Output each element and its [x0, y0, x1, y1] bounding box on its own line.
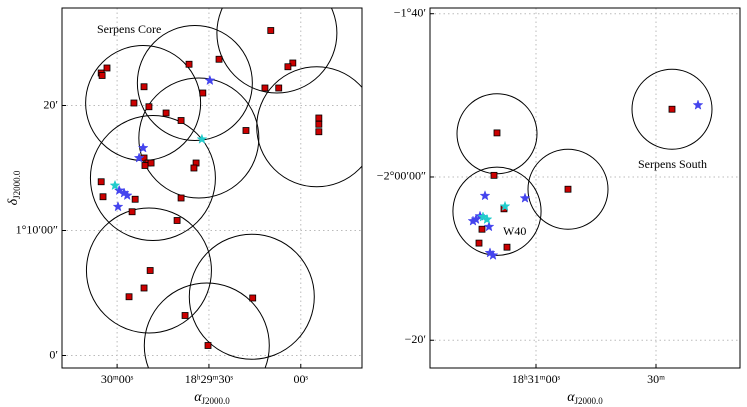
x-axis-label-sub: J2000.0: [202, 396, 231, 406]
point: [261, 84, 269, 92]
x-tick-label: 30ᵐ00ˢ: [101, 372, 134, 386]
point: [130, 99, 138, 107]
field-circle: [136, 25, 253, 141]
point: [692, 99, 704, 110]
point: [490, 171, 498, 179]
point: [249, 294, 257, 302]
point: [483, 221, 495, 232]
point: [315, 114, 323, 122]
point: [121, 189, 133, 201]
point: [564, 185, 572, 193]
point: [125, 293, 133, 301]
point: [199, 89, 207, 97]
point: [267, 27, 275, 34]
y-tick-label: −2°00′00″: [377, 169, 426, 183]
field-circle: [452, 166, 542, 256]
point: [145, 103, 153, 111]
point: [284, 63, 292, 71]
point: [141, 162, 149, 169]
field-circle: [138, 77, 260, 199]
point: [97, 178, 105, 186]
frame: [61, 7, 363, 369]
point: [475, 239, 483, 247]
point: [185, 60, 193, 68]
x-tick-label: 30ᵐ: [647, 372, 665, 386]
panel: 18ʰ31ᵐ00ˢ 30ᵐ −1°40′ −2°00′00″ −20′ Serpens S…: [377, 5, 741, 406]
point: [487, 249, 499, 260]
field-circle: [188, 233, 315, 360]
x-tick-label: 18ʰ31ᵐ00ˢ: [512, 372, 561, 386]
field-circle: [631, 68, 713, 150]
point: [315, 128, 323, 136]
point: [493, 129, 501, 137]
point: [499, 200, 511, 211]
field-circle: [89, 115, 216, 241]
point: [146, 267, 154, 274]
annotation: W40: [503, 224, 526, 238]
annotation: Serpens Core: [97, 22, 161, 36]
point: [98, 72, 106, 79]
point: [112, 201, 124, 212]
x-axis-label: αJ2000.0: [567, 390, 603, 406]
point: [113, 184, 125, 196]
point: [315, 120, 323, 128]
point: [133, 152, 145, 163]
y-tick-label: −1°40′: [394, 5, 427, 19]
point: [196, 133, 208, 144]
point: [131, 195, 139, 203]
y-axis-label-sub: J2000.0: [12, 170, 22, 199]
point: [519, 192, 531, 203]
field-circle: [256, 66, 362, 188]
point: [668, 105, 676, 113]
y-tick-label: 20′: [43, 97, 58, 111]
x-axis-label: αJ2000.0: [194, 390, 230, 406]
point: [242, 127, 250, 134]
point: [204, 74, 216, 86]
point: [162, 109, 170, 117]
point: [204, 342, 212, 349]
point: [289, 59, 297, 67]
point: [109, 179, 121, 191]
point: [140, 83, 148, 91]
y-tick-label: 0′: [49, 347, 58, 361]
y-axis-label: δJ2000.0: [6, 170, 22, 205]
point: [215, 55, 223, 63]
point: [103, 64, 111, 72]
panel: 30ᵐ00ˢ 18ʰ29ᵐ30ˢ 00ˢ 0′ 1°10′00″ 20′ Serpens C…: [6, 7, 363, 406]
x-axis-label-sub: J2000.0: [575, 396, 604, 406]
field-circle: [527, 148, 609, 230]
point: [173, 217, 181, 224]
frame: [429, 7, 741, 369]
point: [190, 164, 198, 172]
point: [140, 284, 148, 292]
y-axis-label-main: δ: [6, 198, 21, 205]
x-axis-label-main: α: [567, 390, 575, 405]
point: [467, 215, 479, 226]
point: [479, 190, 491, 201]
field-circle: [143, 282, 270, 368]
x-axis-label-main: α: [194, 390, 202, 405]
point: [181, 312, 189, 319]
x-tick-label: 00ˢ: [293, 372, 308, 386]
point: [481, 213, 493, 225]
annotation: Serpens South: [638, 157, 707, 171]
fields: [85, 8, 362, 368]
field-circle: [216, 8, 338, 94]
point: [137, 142, 149, 153]
point: [177, 194, 185, 202]
point: [99, 193, 107, 201]
point: [177, 117, 185, 124]
point: [478, 225, 486, 233]
field-circle: [85, 207, 212, 334]
point: [275, 84, 283, 92]
point: [147, 159, 155, 167]
x-tick-label: 18ʰ29ᵐ30ˢ: [185, 372, 234, 386]
y-tick-label: −20′: [405, 332, 427, 346]
point: [503, 243, 511, 251]
point: [128, 208, 136, 216]
y-tick-label: 1°10′00″: [16, 222, 58, 236]
